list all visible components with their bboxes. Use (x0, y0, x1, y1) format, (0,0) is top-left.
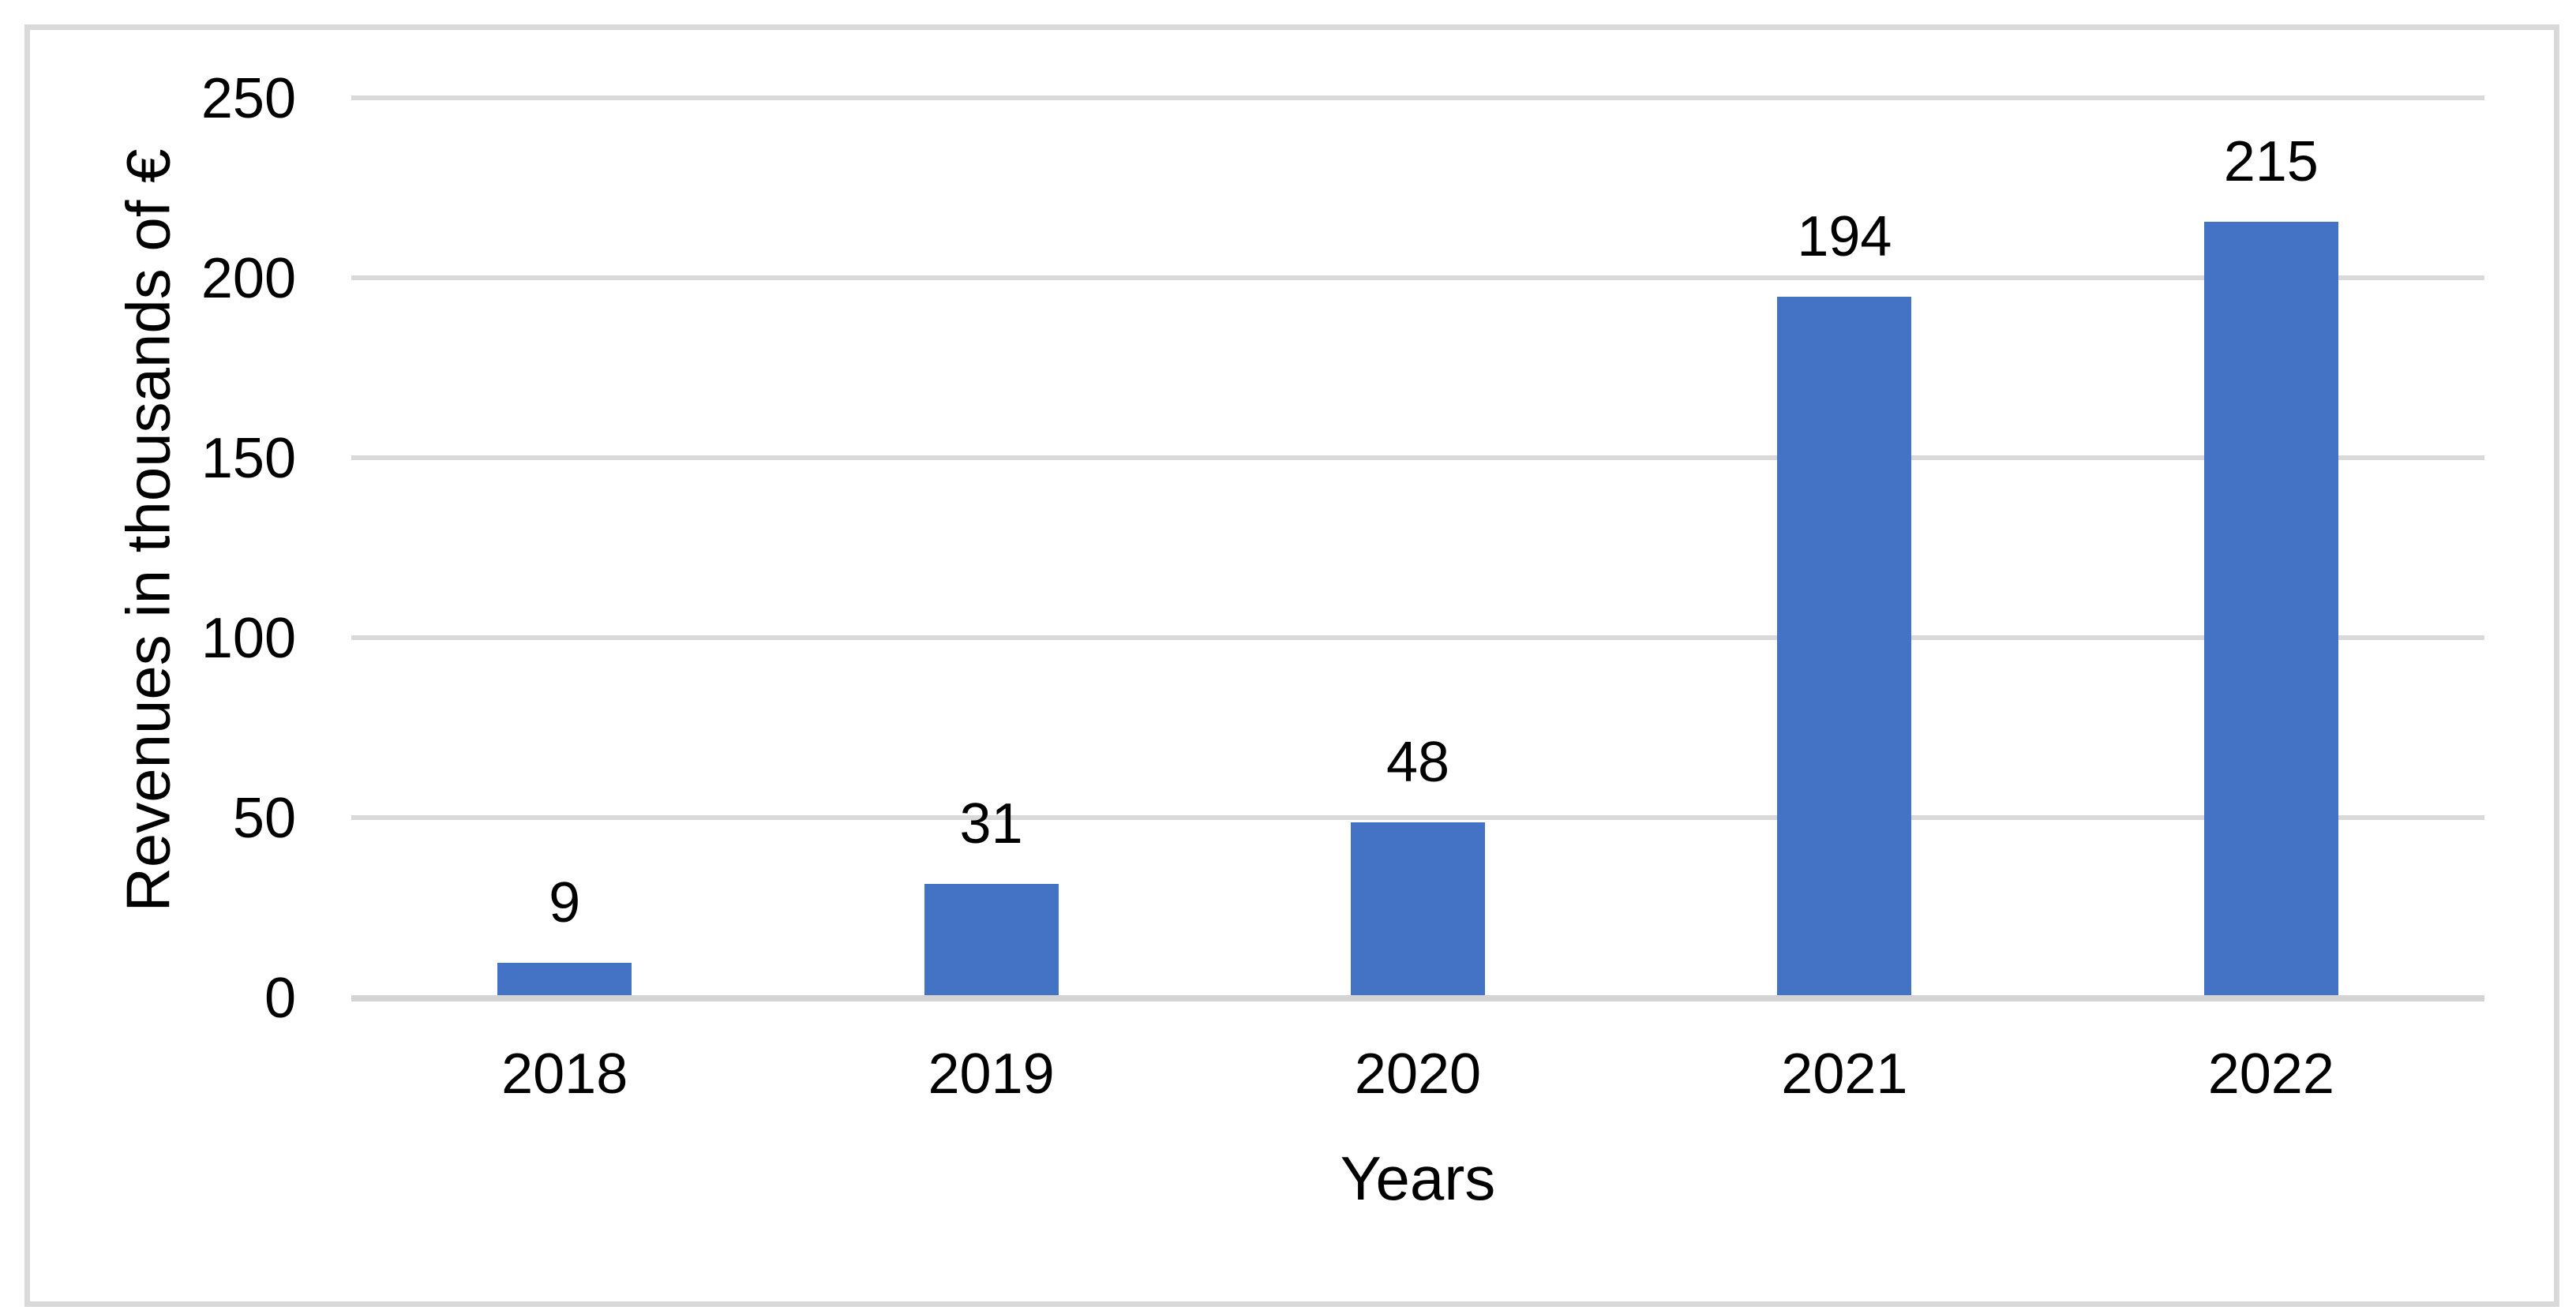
bar-2021 (1777, 297, 1912, 995)
bar-2019 (924, 883, 1059, 995)
x-tick-label-2019: 2019 (928, 1043, 1055, 1106)
bar-2022 (2203, 221, 2338, 995)
bar-value-label-2021: 194 (1797, 205, 1892, 269)
y-tick-label-100: 100 (201, 607, 296, 670)
x-tick-label-2018: 2018 (501, 1043, 628, 1106)
gridline-150 (351, 455, 2484, 460)
gridline-200 (351, 275, 2484, 280)
x-axis-title: Years (1340, 1144, 1496, 1213)
bar-value-label-2020: 48 (1385, 731, 1450, 795)
y-tick-label-0: 0 (264, 967, 296, 1030)
gridline-250 (351, 95, 2484, 100)
bar-2018 (497, 962, 632, 995)
y-tick-label-200: 200 (201, 247, 296, 310)
x-tick-label-2020: 2020 (1354, 1043, 1482, 1106)
x-axis-line (351, 995, 2484, 1001)
gridline-50 (351, 815, 2484, 820)
bar-value-label-2018: 9 (549, 870, 581, 934)
gridline-100 (351, 635, 2484, 640)
y-tick-label-250: 250 (201, 67, 296, 130)
bar-value-label-2022: 215 (2223, 129, 2319, 193)
chart-area-border (24, 24, 2559, 1307)
y-tick-label-50: 50 (232, 787, 296, 850)
x-tick-label-2021: 2021 (1781, 1043, 1908, 1106)
y-tick-label-150: 150 (201, 427, 296, 490)
bar-2020 (1351, 822, 1485, 995)
x-tick-label-2022: 2022 (2207, 1043, 2334, 1106)
plot-area: 9 31 48 194 215 (351, 95, 2484, 1001)
bar-value-label-2019: 31 (959, 792, 1023, 855)
